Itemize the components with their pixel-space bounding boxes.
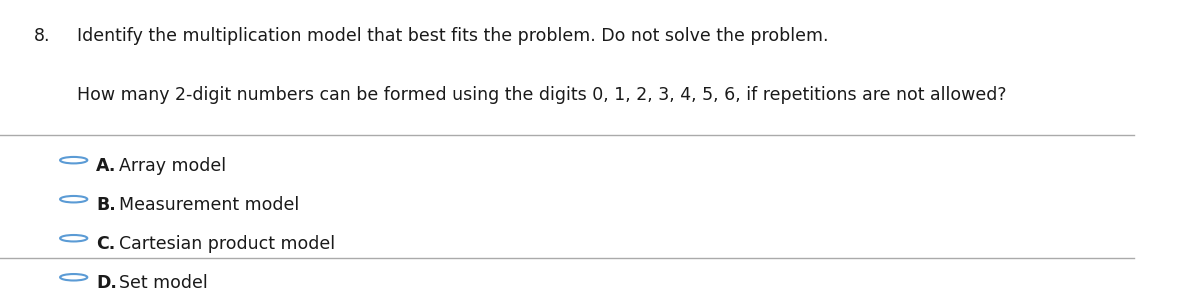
Text: B.: B. xyxy=(96,196,116,214)
Text: C.: C. xyxy=(96,235,116,253)
Text: How many 2-digit numbers can be formed using the digits 0, 1, 2, 3, 4, 5, 6, if : How many 2-digit numbers can be formed u… xyxy=(77,86,1006,104)
Text: Identify the multiplication model that best fits the problem. Do not solve the p: Identify the multiplication model that b… xyxy=(77,27,829,45)
Text: 8.: 8. xyxy=(34,27,50,45)
Text: D.: D. xyxy=(96,274,117,291)
Text: Set model: Set model xyxy=(119,274,207,291)
Text: Cartesian product model: Cartesian product model xyxy=(119,235,335,253)
Text: Array model: Array model xyxy=(119,157,226,175)
Text: A.: A. xyxy=(96,157,116,175)
Text: Measurement model: Measurement model xyxy=(119,196,300,214)
